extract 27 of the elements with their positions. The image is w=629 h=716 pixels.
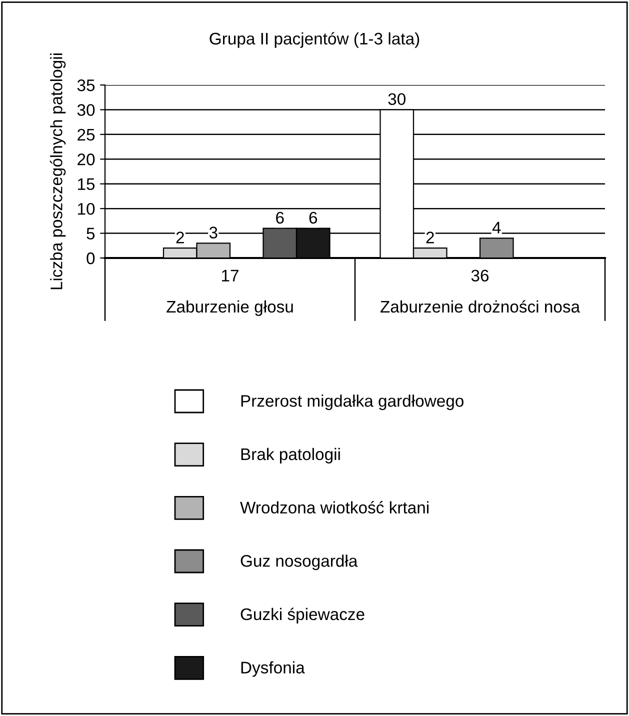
y-tick-label: 10 bbox=[78, 202, 95, 215]
y-tick-label: 25 bbox=[78, 128, 95, 141]
y-tick-label: 15 bbox=[78, 178, 95, 190]
legend-label: Wrodzona wiotkość krtani bbox=[240, 501, 428, 514]
legend-label: Przerost migdałka gardłowego bbox=[241, 394, 464, 410]
data-label: 2 bbox=[176, 232, 184, 244]
legend-label: Brak patologii bbox=[241, 448, 340, 464]
total-label: 36 bbox=[471, 270, 489, 282]
y-tick-label: 30 bbox=[77, 104, 95, 116]
data-label: 4 bbox=[492, 222, 501, 234]
data-label: 6 bbox=[276, 212, 284, 224]
y-tick-label: 5 bbox=[86, 228, 95, 240]
data-label: 2 bbox=[426, 232, 434, 244]
total-label: 17 bbox=[222, 270, 238, 282]
y-tick-label: 20 bbox=[78, 154, 95, 166]
legend-label: Guz nosogardła bbox=[240, 554, 358, 570]
legend-label: Guzki śpiewacze bbox=[240, 608, 364, 624]
x-tick-label: Zaburzenie głosu bbox=[166, 300, 293, 316]
x-tick-label: Zaburzenie drożności nosa bbox=[380, 300, 580, 313]
data-label: 3 bbox=[209, 226, 218, 238]
data-label: 6 bbox=[309, 212, 318, 224]
y-tick-label: 35 bbox=[77, 79, 95, 92]
y-axis-title: Liczba poszczególnych patologii bbox=[50, 54, 66, 290]
data-label: 30 bbox=[388, 93, 406, 106]
legend-label: Dysfonia bbox=[241, 661, 305, 677]
y-tick-label: 0 bbox=[86, 252, 95, 264]
chart-title: Grupa II pacjentów (1-3 lata) bbox=[210, 32, 420, 48]
